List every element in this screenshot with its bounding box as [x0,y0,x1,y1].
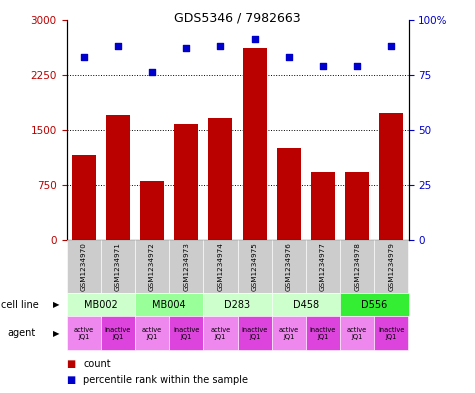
Bar [72,155,95,240]
Text: GSM1234971: GSM1234971 [115,242,121,291]
Point [353,63,361,69]
Point [285,54,293,60]
Bar [277,148,301,240]
Text: ▶: ▶ [53,329,59,338]
Text: cell line: cell line [1,299,38,310]
Text: GSM1234977: GSM1234977 [320,242,326,291]
Bar [106,115,130,240]
Text: inactive
JQ1: inactive JQ1 [104,327,131,340]
Text: D283: D283 [224,299,251,310]
Text: GSM1234970: GSM1234970 [81,242,86,291]
Text: inactive
JQ1: inactive JQ1 [378,327,405,340]
Text: GSM1234974: GSM1234974 [218,242,223,291]
Text: ■: ■ [66,358,76,369]
Point [182,45,190,51]
Text: count: count [83,358,111,369]
Text: agent: agent [8,328,36,338]
Bar [345,172,369,240]
Text: MB002: MB002 [84,299,118,310]
Bar [311,172,335,240]
Text: inactive
JQ1: inactive JQ1 [310,327,336,340]
Text: MB004: MB004 [152,299,186,310]
Text: GDS5346 / 7982663: GDS5346 / 7982663 [174,11,301,24]
Text: D556: D556 [361,299,388,310]
Bar [380,113,403,240]
Text: GSM1234972: GSM1234972 [149,242,155,291]
Text: active
JQ1: active JQ1 [210,327,230,340]
Point [319,63,327,69]
Bar [209,118,232,240]
Text: active
JQ1: active JQ1 [142,327,162,340]
Bar [174,124,198,240]
Point [388,43,395,49]
Text: GSM1234979: GSM1234979 [389,242,394,291]
Text: ■: ■ [66,375,76,385]
Point [114,43,122,49]
Text: percentile rank within the sample: percentile rank within the sample [83,375,248,385]
Text: inactive
JQ1: inactive JQ1 [173,327,200,340]
Text: inactive
JQ1: inactive JQ1 [241,327,268,340]
Text: GSM1234975: GSM1234975 [252,242,257,291]
Bar [140,181,164,240]
Text: GSM1234976: GSM1234976 [286,242,292,291]
Text: active
JQ1: active JQ1 [347,327,367,340]
Point [148,69,156,75]
Text: active
JQ1: active JQ1 [279,327,299,340]
Text: GSM1234978: GSM1234978 [354,242,360,291]
Text: active
JQ1: active JQ1 [74,327,94,340]
Bar [243,48,266,240]
Point [80,54,87,60]
Point [217,43,224,49]
Point [251,36,258,42]
Text: D458: D458 [293,299,319,310]
Text: ▶: ▶ [53,300,59,309]
Text: GSM1234973: GSM1234973 [183,242,189,291]
